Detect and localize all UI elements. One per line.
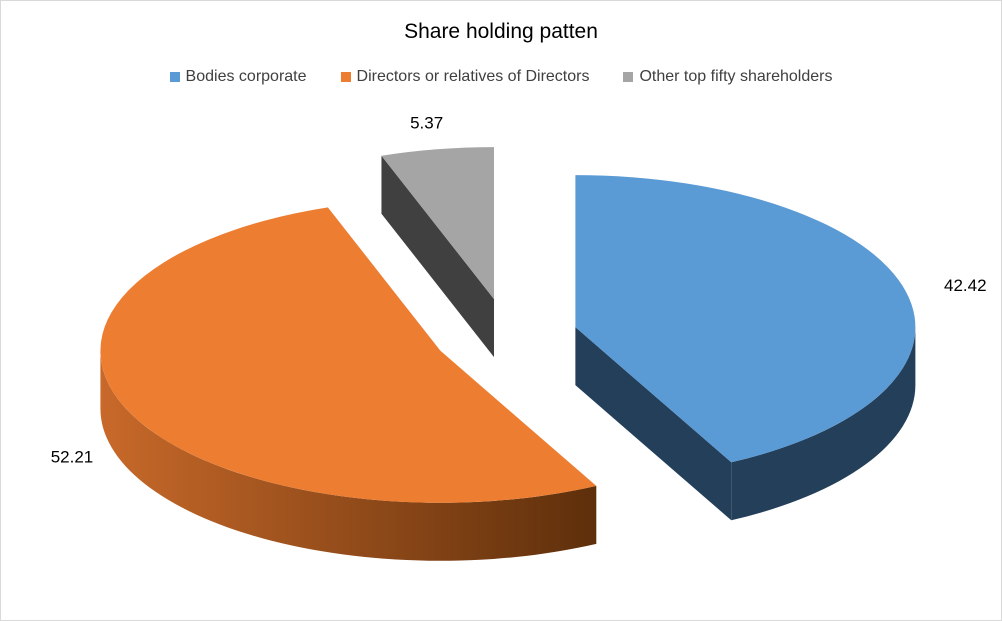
pie-cut-face-bodies-corporate [575, 327, 732, 521]
legend-label-bodies-corporate: Bodies corporate [185, 68, 307, 85]
pie-side-bodies-corporate [731, 327, 916, 521]
legend-item-bodies-corporate: Bodies corporate [169, 68, 307, 86]
legend-item-other-top-fifty: Other top fifty shareholders [623, 68, 832, 86]
data-label-bodies-corporate: 42.42 [944, 276, 987, 295]
pie-side-directors [100, 350, 597, 561]
legend-swatch-bodies-corporate [169, 72, 180, 82]
data-label-directors: 52.21 [51, 448, 94, 467]
pie-slice-bodies-corporate [575, 175, 916, 463]
legend: Bodies corporate Directors or relatives … [1, 68, 1001, 86]
legend-swatch-other-top-fifty [623, 72, 634, 82]
chart-title: Share holding patten [404, 20, 598, 43]
data-label-other-top-fifty: 5.37 [410, 113, 443, 132]
pie-slice-other-top-fifty [381, 147, 495, 300]
pie-cut-face-other-top-fifty [381, 155, 495, 358]
legend-label-other-top-fifty: Other top fifty shareholders [639, 68, 833, 85]
legend-swatch-directors [340, 72, 351, 82]
pie-slice-directors [100, 207, 597, 503]
legend-label-directors: Directors or relatives of Directors [356, 68, 590, 85]
pie-slices: 42.42 52.21 5.37 [51, 113, 987, 561]
legend-item-directors: Directors or relatives of Directors [340, 68, 590, 86]
